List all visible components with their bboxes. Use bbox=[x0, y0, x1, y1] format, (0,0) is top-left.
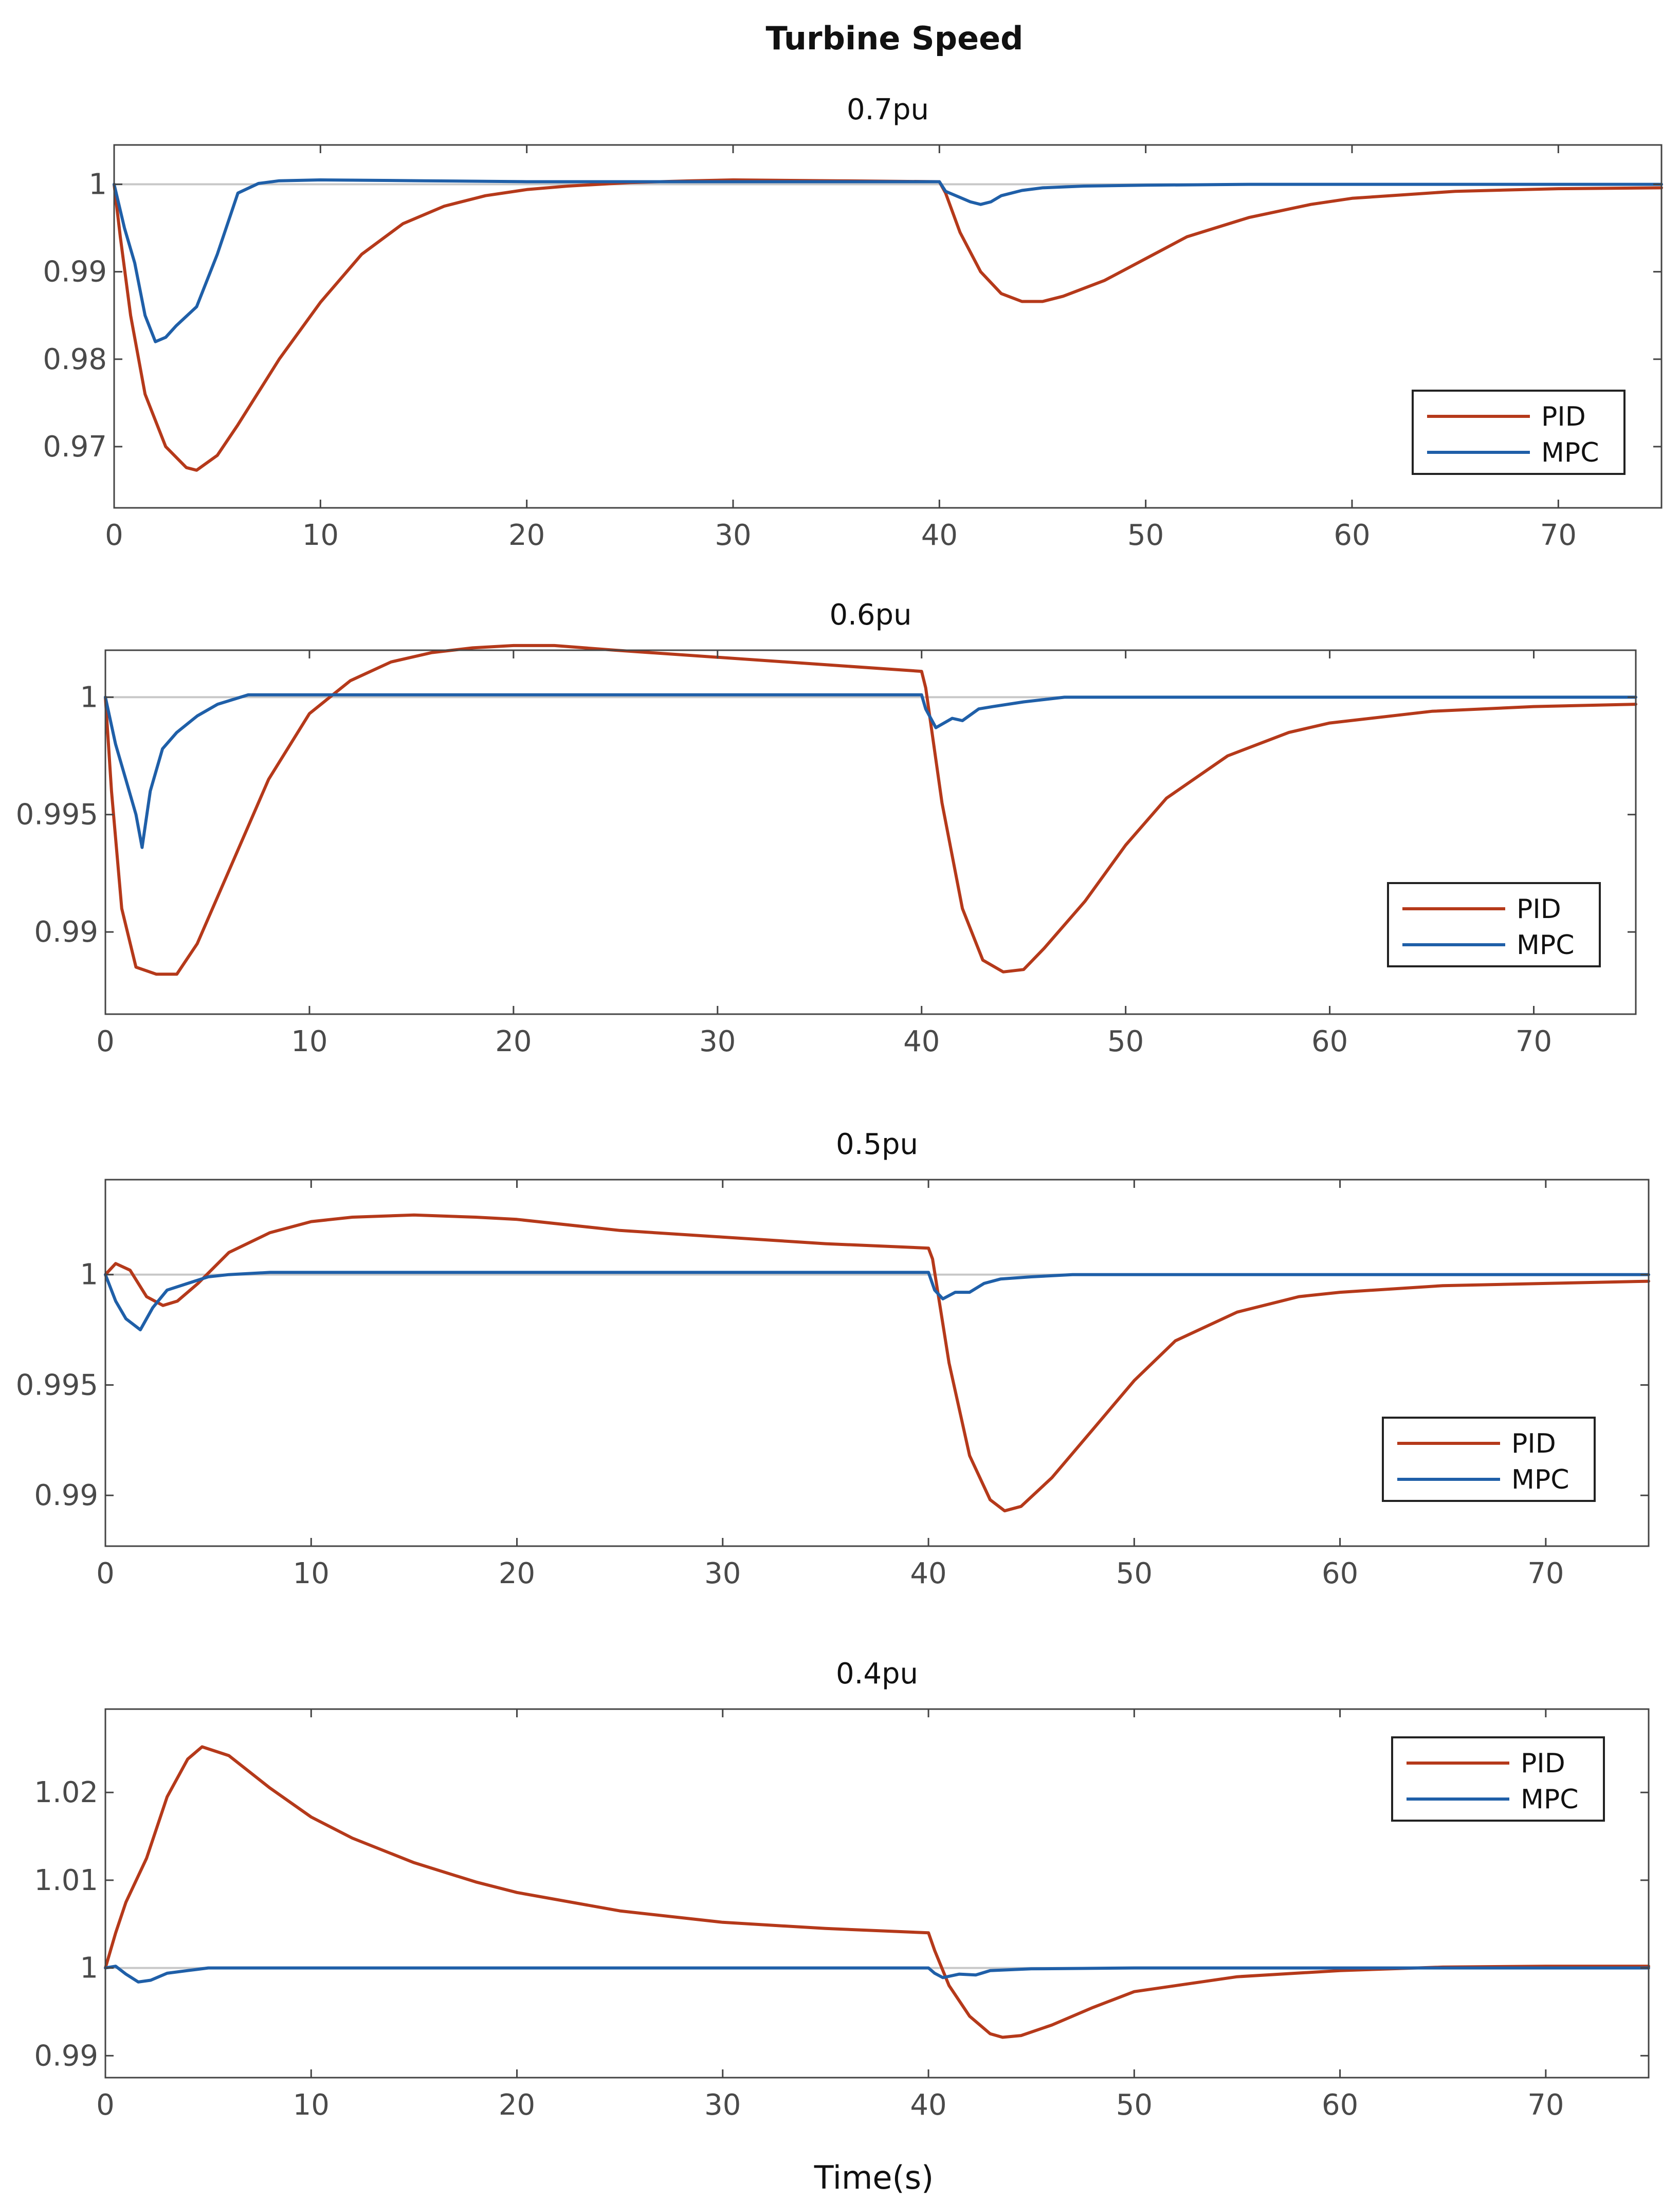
y-tick-label: 1 bbox=[80, 1952, 98, 1985]
legend-label-mpc: MPC bbox=[1517, 930, 1575, 961]
x-tick-label: 50 bbox=[1116, 1557, 1153, 1590]
x-tick-label: 10 bbox=[293, 1557, 330, 1590]
legend-label-pid: PID bbox=[1517, 894, 1561, 925]
figure-title: Turbine Speed bbox=[765, 20, 1023, 57]
subplot-title: 0.6pu bbox=[829, 598, 911, 632]
x-tick-label: 70 bbox=[1540, 519, 1577, 552]
y-tick-label: 0.995 bbox=[16, 798, 98, 832]
x-tick-label: 10 bbox=[302, 519, 339, 552]
x-tick-label: 0 bbox=[96, 1557, 115, 1590]
x-tick-label: 50 bbox=[1127, 519, 1164, 552]
series-line-pid bbox=[104, 1213, 1650, 1513]
series-line-mpc bbox=[113, 178, 1663, 343]
axes-frame bbox=[104, 1179, 1650, 1547]
y-tick-label: 0.995 bbox=[16, 1368, 98, 1402]
y-tick-label: 0.97 bbox=[43, 430, 107, 464]
legend-label-mpc: MPC bbox=[1511, 1464, 1569, 1495]
x-tick-label: 40 bbox=[903, 1025, 940, 1058]
x-tick-label: 30 bbox=[704, 1557, 741, 1590]
series-line-mpc bbox=[104, 1271, 1650, 1332]
x-tick-label: 10 bbox=[293, 2088, 330, 2122]
x-tick-label: 30 bbox=[704, 2088, 741, 2122]
chart-panel-1: 0.7pu 0 10 20 30 40 50 60 70 0.97 0.98 0.99 1 PID MPC bbox=[43, 93, 1663, 552]
x-tick-label: 70 bbox=[1527, 1557, 1564, 1590]
y-tick-label: 1 bbox=[80, 1258, 98, 1292]
y-tick-label: 0.99 bbox=[34, 2039, 98, 2072]
chart-panel-2: 0.6pu 0 10 20 30 40 50 60 70 0.99 0.995 1 PID MPC bbox=[16, 598, 1637, 1058]
axes-frame bbox=[113, 144, 1663, 509]
x-tick-label: 0 bbox=[96, 2088, 115, 2122]
x-tick-label: 20 bbox=[508, 519, 545, 552]
y-tick-label: 1 bbox=[80, 681, 98, 714]
legend: PID MPC bbox=[1382, 1417, 1596, 1502]
legend-label-mpc: MPC bbox=[1521, 1784, 1579, 1815]
x-tick-label: 40 bbox=[921, 519, 958, 552]
legend: PID MPC bbox=[1387, 882, 1601, 967]
plot-area bbox=[105, 650, 1636, 1014]
legend: PID MPC bbox=[1412, 390, 1626, 475]
y-tick-label: 1.02 bbox=[34, 1776, 98, 1809]
y-tick-label: 1 bbox=[88, 168, 107, 201]
y-tick-label: 1.01 bbox=[34, 1864, 98, 1897]
axes-frame bbox=[104, 649, 1637, 1015]
x-tick-label: 60 bbox=[1311, 1025, 1348, 1058]
series-line-mpc bbox=[104, 693, 1637, 849]
x-tick-label: 60 bbox=[1322, 1557, 1358, 1590]
y-tick-label: 0.98 bbox=[43, 343, 107, 376]
x-tick-label: 60 bbox=[1334, 519, 1370, 552]
x-tick-label: 20 bbox=[499, 1557, 535, 1590]
legend-box bbox=[1391, 1736, 1605, 1822]
x-tick-label: 20 bbox=[499, 2088, 535, 2122]
legend-label-pid: PID bbox=[1521, 1748, 1565, 1779]
x-tick-label: 50 bbox=[1116, 2088, 1153, 2122]
series-line-pid bbox=[104, 644, 1637, 976]
x-tick-label: 30 bbox=[699, 1025, 736, 1058]
x-tick-label: 40 bbox=[910, 2088, 946, 2122]
x-tick-label: 40 bbox=[910, 1557, 946, 1590]
legend-label-pid: PID bbox=[1541, 401, 1586, 432]
legend-label-pid: PID bbox=[1511, 1428, 1556, 1459]
x-tick-label: 30 bbox=[715, 519, 751, 552]
x-tick-label: 0 bbox=[96, 1025, 115, 1058]
legend-box bbox=[1382, 1417, 1596, 1502]
y-tick-label: 0.99 bbox=[34, 915, 98, 949]
y-tick-label: 0.99 bbox=[43, 255, 107, 289]
legend-label-mpc: MPC bbox=[1541, 437, 1599, 468]
subplot-title: 0.5pu bbox=[836, 1128, 918, 1161]
x-tick-label: 60 bbox=[1322, 2088, 1358, 2122]
x-tick-label: 70 bbox=[1515, 1025, 1552, 1058]
x-axis-label: Time(s) bbox=[814, 2159, 934, 2196]
x-tick-label: 20 bbox=[495, 1025, 532, 1058]
subplot-title: 0.4pu bbox=[836, 1657, 918, 1691]
legend: PID MPC bbox=[1391, 1736, 1605, 1822]
legend-box bbox=[1387, 882, 1601, 967]
legend-box bbox=[1412, 390, 1626, 475]
x-tick-label: 70 bbox=[1527, 2088, 1564, 2122]
series-line-mpc bbox=[104, 1965, 1650, 1984]
axes-frame bbox=[104, 1708, 1650, 2079]
plot-area bbox=[114, 145, 1661, 508]
x-tick-label: 50 bbox=[1107, 1025, 1144, 1058]
chart-panel-4: 0.4pu 0 10 20 30 40 50 60 70 0.99 1 1.01 1.02 PID MPC bbox=[34, 1657, 1650, 2122]
chart-panel-3: 0.5pu 0 10 20 30 40 50 60 70 0.99 0.995 1 PID MPC bbox=[16, 1128, 1650, 1590]
x-tick-label: 0 bbox=[105, 519, 123, 552]
x-tick-label: 10 bbox=[291, 1025, 327, 1058]
subplot-title: 0.7pu bbox=[847, 93, 929, 126]
y-tick-label: 0.99 bbox=[34, 1479, 98, 1512]
series-line-pid bbox=[104, 1745, 1650, 2039]
